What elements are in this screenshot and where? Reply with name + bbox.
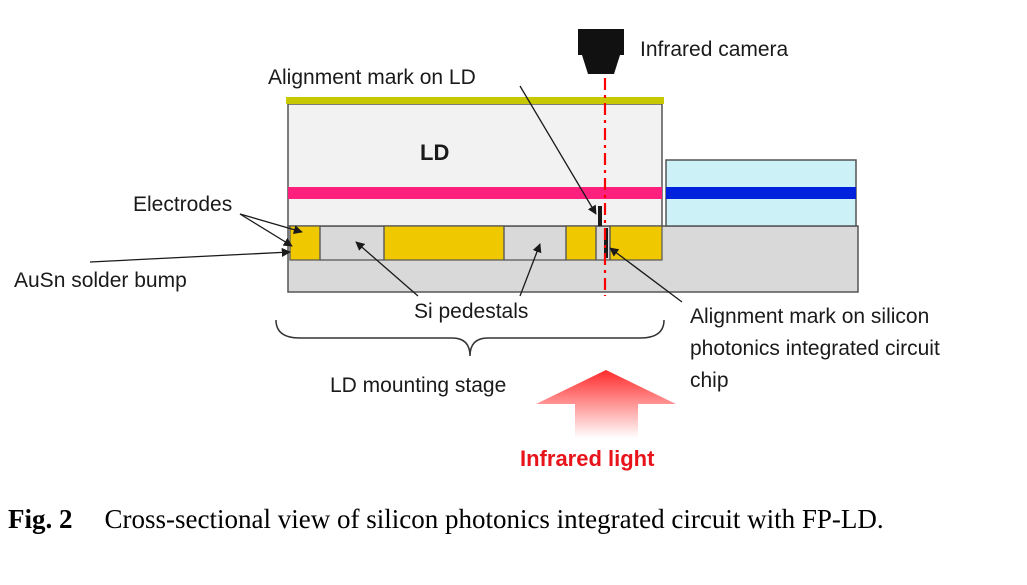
- label-alignment-mark-si-3: chip: [690, 369, 729, 392]
- label-ld-mounting-stage: LD mounting stage: [330, 374, 506, 397]
- si-pedestal-right: [595, 226, 611, 261]
- top-electrode: [286, 97, 664, 104]
- active-layer: [288, 187, 662, 199]
- caption-text: Cross-sectional view of silicon photonic…: [104, 504, 884, 534]
- figure-number: Fig. 2: [8, 504, 73, 534]
- label-infrared-camera: Infrared camera: [640, 38, 789, 61]
- solder-bump-1: [289, 225, 321, 261]
- label-infrared-light: Infrared light: [520, 446, 655, 471]
- leader-ausn: [89, 247, 291, 263]
- leader-pedestal-1: [355, 241, 419, 297]
- label-ld: LD: [420, 140, 449, 165]
- si-pedestal-left: [319, 226, 385, 261]
- chip-alignment-mark: [604, 228, 608, 258]
- label-alignment-mark-ld: Alignment mark on LD: [268, 66, 476, 89]
- label-ausn-solder-bump: AuSn solder bump: [14, 269, 187, 292]
- cross-section-diagram: Infrared camera Alignment mark on LD LD …: [14, 29, 940, 471]
- infrared-light-arrow: [536, 370, 676, 438]
- leader-alignment-ld: [519, 85, 597, 215]
- mounting-stage-brace: [275, 319, 665, 357]
- solder-bump-2: [383, 225, 505, 261]
- solder-bump-4: [609, 225, 663, 261]
- infrared-camera-icon: [578, 29, 624, 74]
- waveguide-core: [666, 187, 856, 199]
- si-pedestal-middle: [503, 226, 567, 261]
- label-alignment-mark-si-1: Alignment mark on silicon: [690, 305, 929, 328]
- figure-caption: Fig. 2 Cross-sectional view of silicon ph…: [8, 502, 1020, 536]
- solder-bump-3: [565, 225, 597, 261]
- leader-electrodes-2: [239, 213, 293, 247]
- leader-alignment-si: [609, 247, 683, 303]
- label-si-pedestals: Si pedestals: [414, 300, 528, 323]
- leader-electrodes-1: [239, 213, 303, 235]
- label-alignment-mark-si-2: photonics integrated circuit: [690, 337, 940, 360]
- leader-pedestal-2: [519, 243, 542, 297]
- label-electrodes: Electrodes: [133, 193, 232, 216]
- ld-alignment-mark: [598, 206, 602, 226]
